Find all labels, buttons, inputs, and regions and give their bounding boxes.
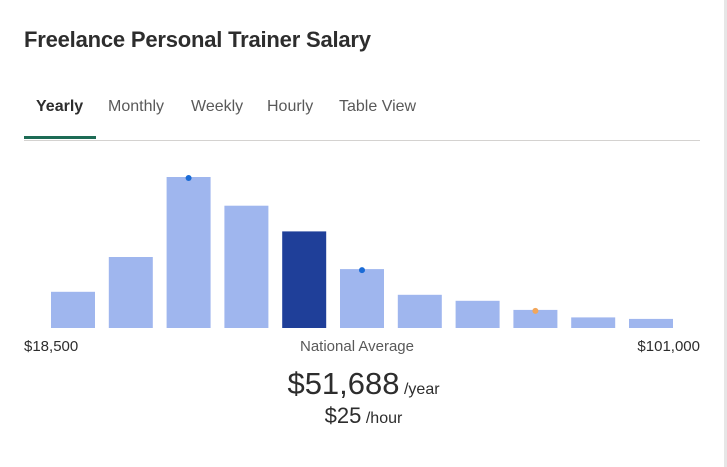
right-edge-divider xyxy=(724,0,727,467)
histogram-bar xyxy=(571,317,616,328)
yearly-salary-amount: $51,688 xyxy=(287,366,400,401)
histogram-bar xyxy=(108,257,153,328)
hourly-salary: $25 /hour xyxy=(0,403,727,429)
active-tab-indicator xyxy=(24,136,96,139)
tab-monthly[interactable]: Monthly xyxy=(108,98,165,115)
histogram-marker-dot xyxy=(185,175,192,181)
histogram-bar-national-average xyxy=(282,231,327,328)
yearly-salary: $51,688 /year xyxy=(0,366,727,402)
hourly-salary-amount: $25 xyxy=(324,403,362,428)
hourly-salary-unit: /hour xyxy=(365,410,403,427)
histogram-bar xyxy=(629,318,673,328)
histogram-bar xyxy=(224,205,269,328)
histogram-bar xyxy=(166,177,211,328)
histogram-bar xyxy=(51,291,95,328)
histogram-bar xyxy=(340,269,384,328)
range-min-label: $18,500 xyxy=(24,338,79,355)
tab-hourly[interactable]: Hourly xyxy=(267,98,314,115)
histogram-bar xyxy=(455,300,500,328)
tabs-divider xyxy=(24,140,700,141)
tab-yearly[interactable]: Yearly xyxy=(36,98,84,115)
page-title: Freelance Personal Trainer Salary xyxy=(24,27,371,52)
histogram-bar xyxy=(513,309,558,328)
histogram-bar xyxy=(397,294,442,328)
tab-table-view[interactable]: Table View xyxy=(339,98,417,115)
national-average-label: National Average xyxy=(300,338,414,355)
salary-distribution-chart xyxy=(24,150,700,330)
yearly-salary-unit: /year xyxy=(403,381,440,398)
histogram-marker-dot xyxy=(532,307,539,314)
period-tabs: Yearly Monthly Weekly Hourly Table View xyxy=(24,98,700,142)
histogram-marker-dot xyxy=(359,267,365,274)
tab-weekly[interactable]: Weekly xyxy=(191,98,244,115)
range-max-label: $101,000 xyxy=(637,338,700,355)
salary-histogram xyxy=(51,175,673,328)
